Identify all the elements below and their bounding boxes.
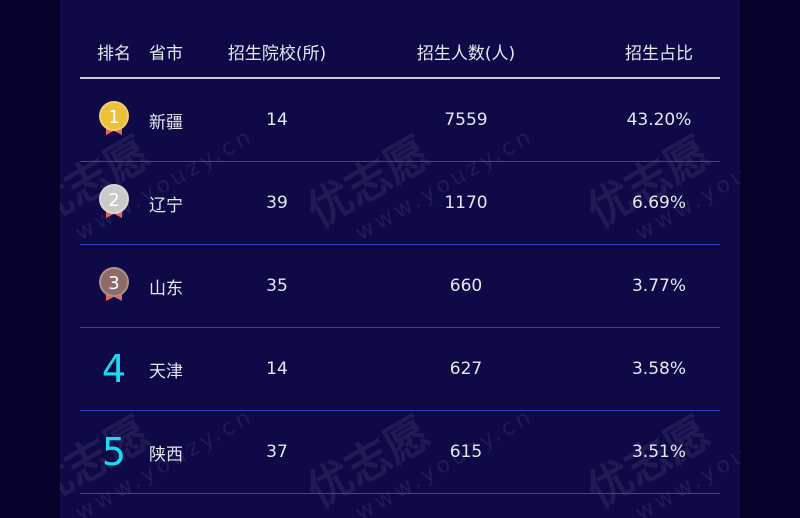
table-row: 3 山东 35 660 3.77% xyxy=(80,244,720,328)
ranking-panel: 优志愿 www.youzy.cn 优志愿 www.youzy.cn 优志愿 www.y… xyxy=(60,0,740,518)
silver-medal-icon: 2 xyxy=(99,184,129,222)
cell-students: 7559 xyxy=(334,78,598,162)
cell-province: 天津 xyxy=(148,327,220,411)
bronze-medal-icon: 3 xyxy=(99,267,129,305)
cell-rank: 5 xyxy=(80,410,148,494)
table-row: 5 陕西 37 615 3.51% xyxy=(80,410,720,494)
cell-students: 660 xyxy=(334,244,598,328)
table-row: 4 天津 14 627 3.58% xyxy=(80,327,720,411)
header-province: 省市 xyxy=(148,26,220,79)
cell-schools: 35 xyxy=(220,244,334,328)
table-row: 1 新疆 14 7559 43.20% xyxy=(80,78,720,162)
cell-schools: 14 xyxy=(220,78,334,162)
cell-province: 山东 xyxy=(148,244,220,328)
cell-ratio: 3.77% xyxy=(598,244,720,328)
header-rank: 排名 xyxy=(80,26,148,79)
rank-number: 5 xyxy=(101,430,127,474)
cell-ratio: 3.58% xyxy=(598,327,720,411)
cell-students: 615 xyxy=(334,410,598,494)
header-schools: 招生院校(所) xyxy=(220,26,334,79)
cell-ratio: 43.20% xyxy=(598,78,720,162)
cell-rank: 4 xyxy=(80,327,148,411)
cell-rank: 1 xyxy=(80,78,148,162)
cell-schools: 39 xyxy=(220,161,334,245)
cell-province: 辽宁 xyxy=(148,161,220,245)
cell-ratio: 3.51% xyxy=(598,410,720,494)
cell-province: 陕西 xyxy=(148,410,220,494)
header-students: 招生人数(人) xyxy=(334,26,598,79)
cell-rank: 2 xyxy=(80,161,148,245)
cell-students: 627 xyxy=(334,327,598,411)
cell-rank: 3 xyxy=(80,244,148,328)
cell-students: 1170 xyxy=(334,161,598,245)
table-header: 排名 省市 招生院校(所) 招生人数(人) 招生占比 xyxy=(80,26,720,79)
province-ranking-table: 排名 省市 招生院校(所) 招生人数(人) 招生占比 1 新疆 14 7559 … xyxy=(80,26,720,494)
cell-schools: 37 xyxy=(220,410,334,494)
cell-ratio: 6.69% xyxy=(598,161,720,245)
gold-medal-icon: 1 xyxy=(99,101,129,139)
header-ratio: 招生占比 xyxy=(598,26,720,79)
table-row: 2 辽宁 39 1170 6.69% xyxy=(80,161,720,245)
cell-province: 新疆 xyxy=(148,78,220,162)
cell-schools: 14 xyxy=(220,327,334,411)
rank-number: 4 xyxy=(101,347,127,391)
